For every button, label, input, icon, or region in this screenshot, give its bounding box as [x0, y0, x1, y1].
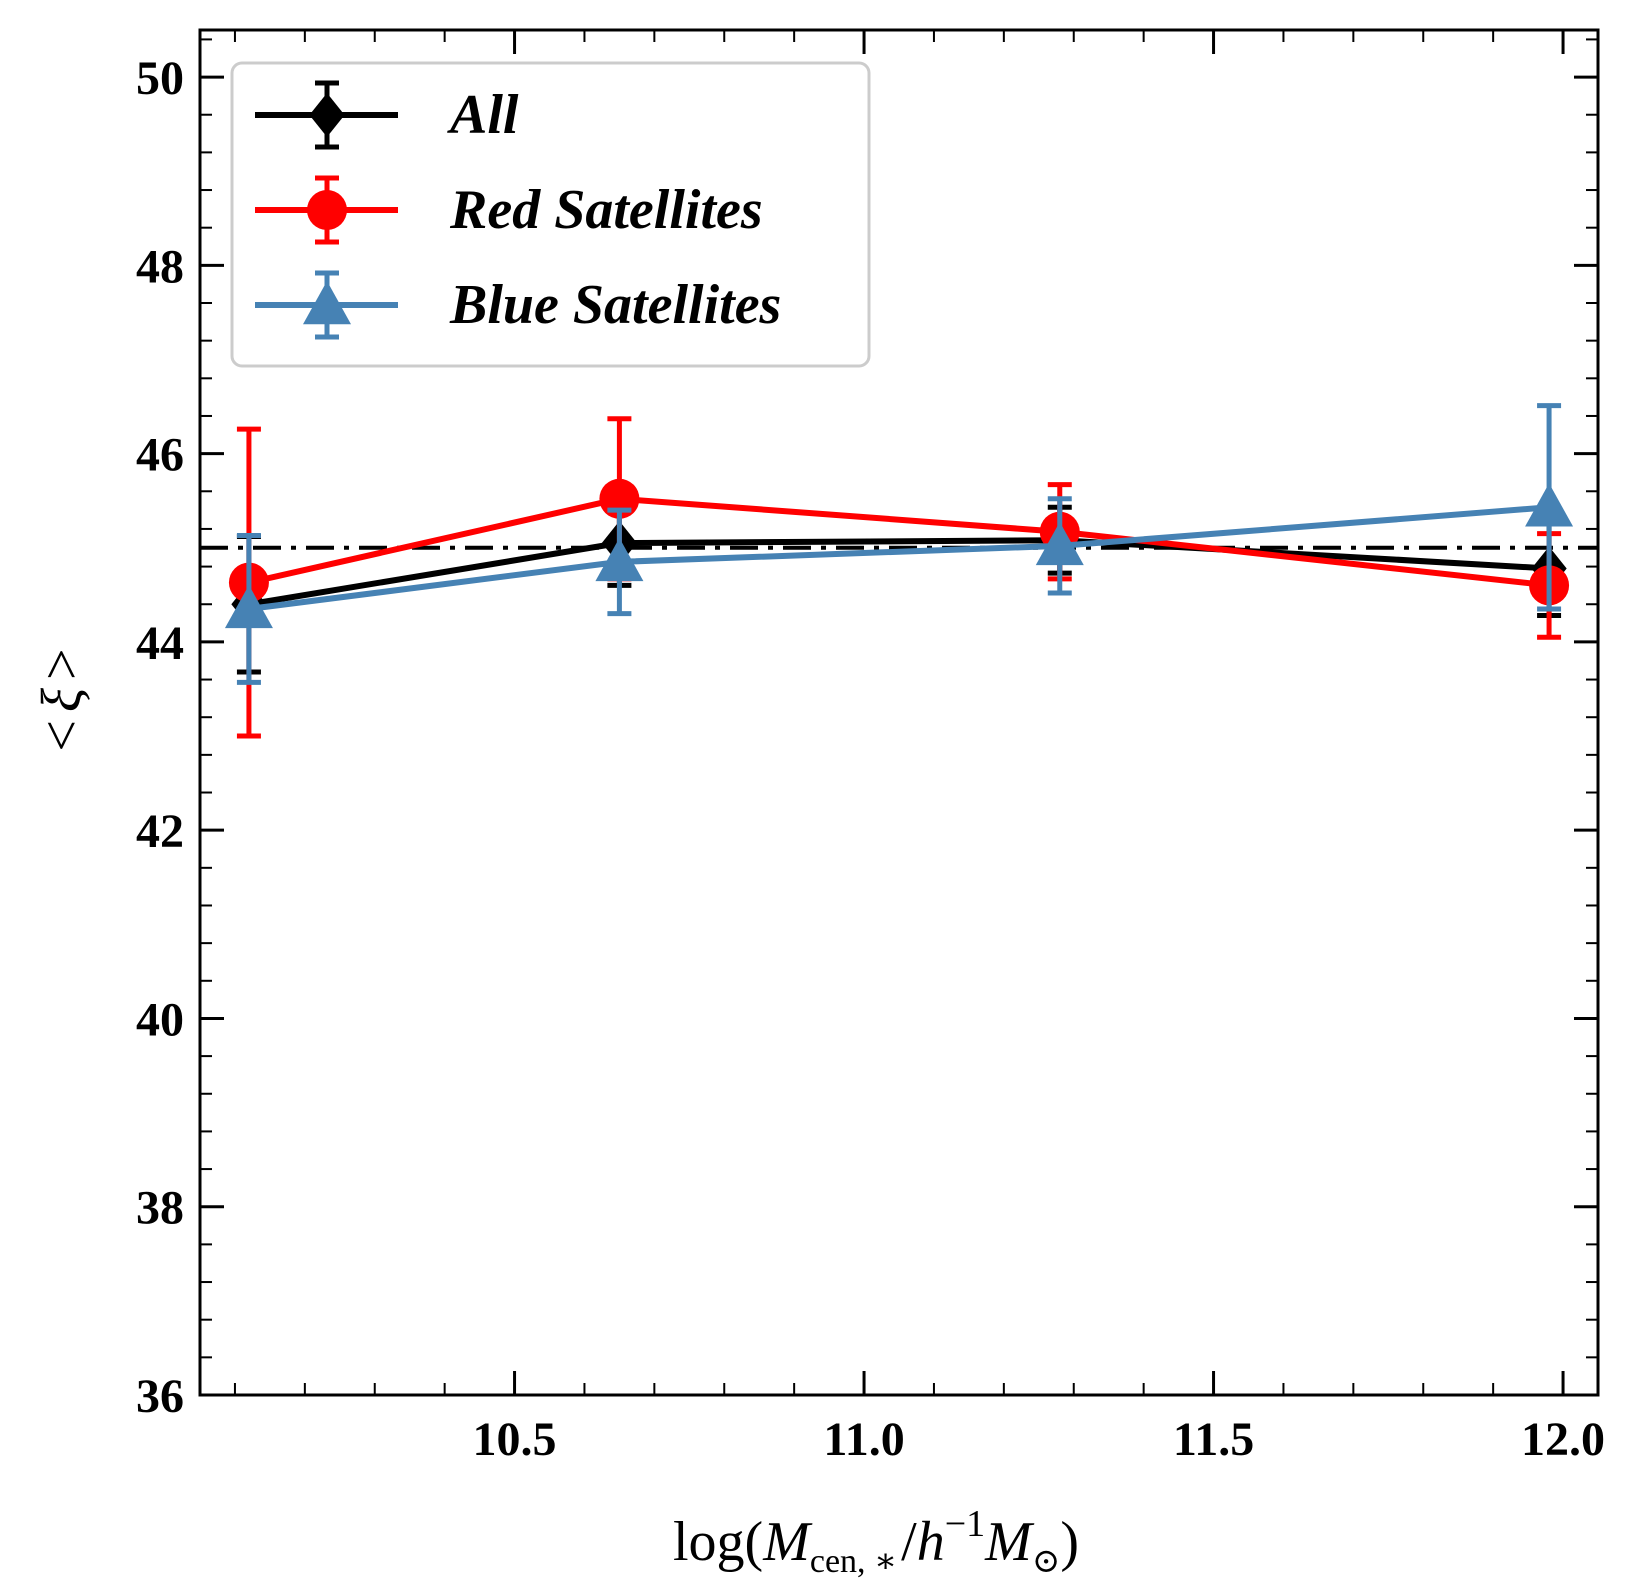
- x-tick-label: 11.0: [823, 1413, 904, 1466]
- legend: All Red Satellites Blue Satellites: [232, 63, 869, 366]
- legend-label: All: [447, 84, 519, 146]
- legend-label: Red Satellites: [449, 179, 763, 241]
- y-tick-label: 48: [136, 240, 184, 293]
- y-tick-label: 46: [136, 429, 184, 482]
- x-tick-label: 11.5: [1173, 1413, 1254, 1466]
- x-tick-label: 10.5: [473, 1413, 557, 1466]
- y-tick-label: 44: [136, 617, 184, 670]
- y-tick-label: 38: [136, 1182, 184, 1235]
- y-axis-label: <ξ>: [31, 648, 93, 751]
- legend-marker: [307, 190, 347, 230]
- y-tick-label: 50: [136, 52, 184, 105]
- legend-label: Blue Satellites: [449, 274, 781, 336]
- chart: 36 38 40 42 44 46 48 50 10.5 11.0 11.5 12.0 All Red …: [0, 0, 1633, 1590]
- x-tick-label: 12.0: [1521, 1413, 1605, 1466]
- y-tick-label: 40: [136, 993, 184, 1046]
- y-tick-label: 36: [136, 1370, 184, 1423]
- y-tick-label: 42: [136, 805, 184, 858]
